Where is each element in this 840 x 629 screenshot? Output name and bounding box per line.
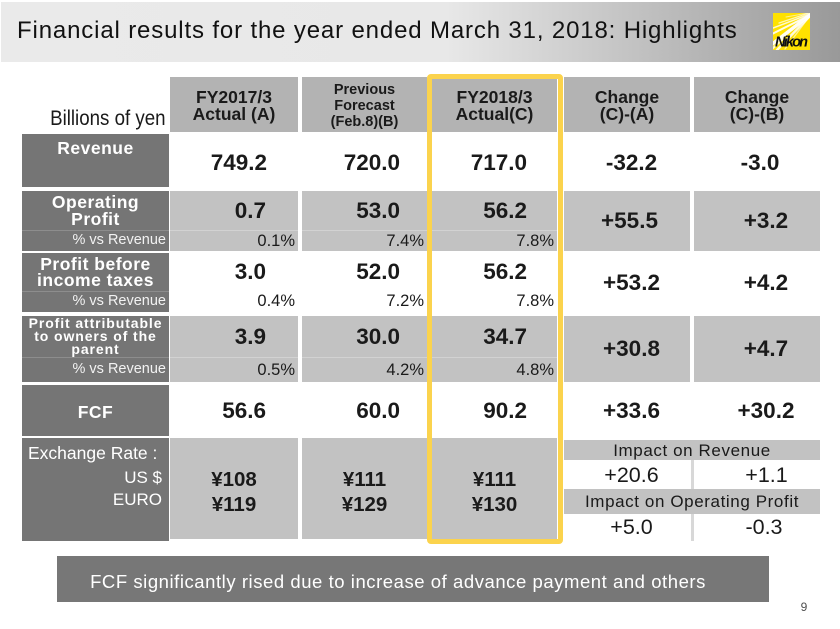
svg-text:Nikon: Nikon — [775, 35, 808, 51]
